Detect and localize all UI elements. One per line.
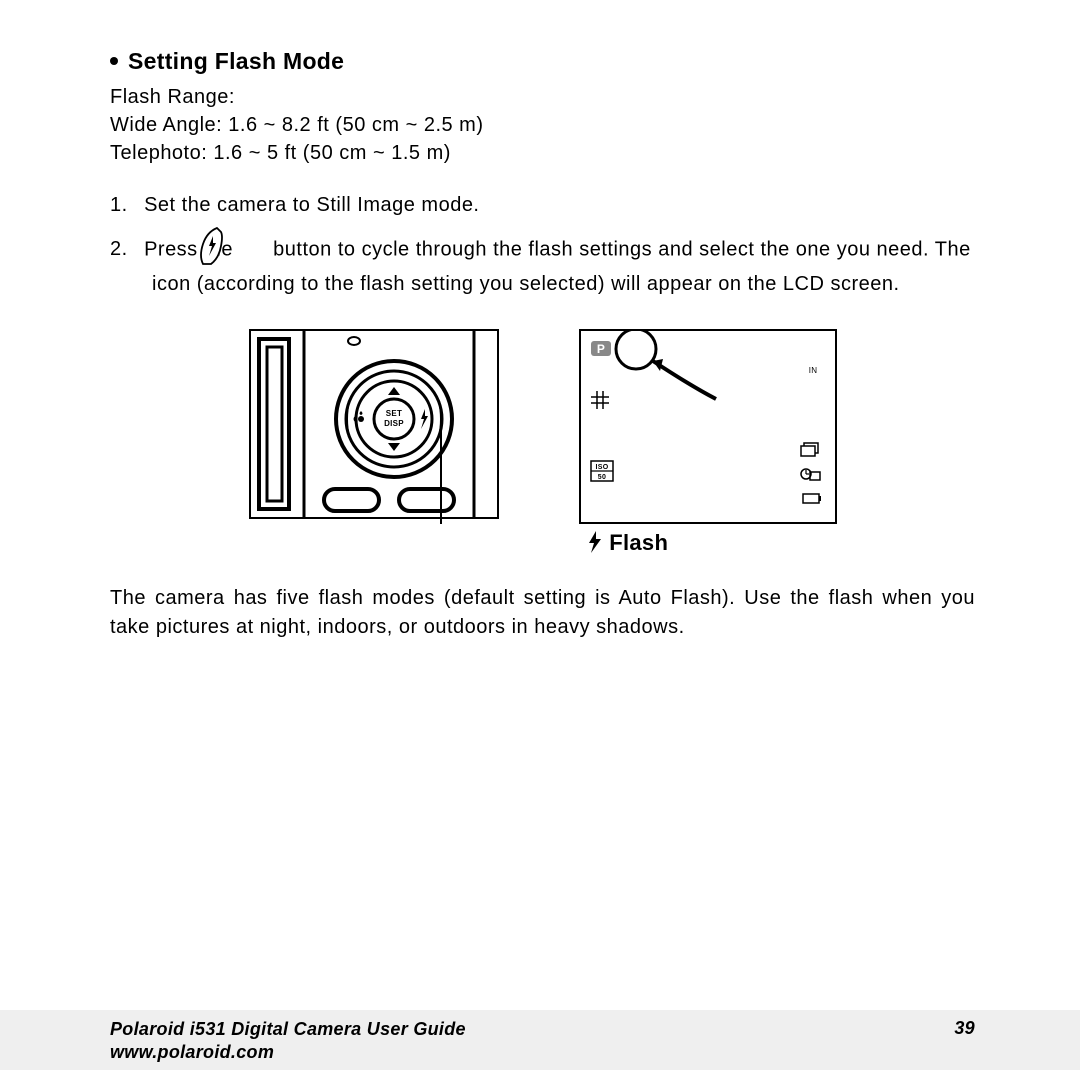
body-paragraph: The camera has five flash modes (default…: [110, 584, 975, 642]
p-badge: P: [596, 342, 604, 356]
camera-illustration: SET DISP: [249, 329, 499, 524]
bullet-icon: [110, 57, 118, 65]
instruction-list: 1. Set the camera to Still Image mode. 2…: [110, 191, 975, 299]
manual-page: Setting Flash Mode Flash Range: Wide Ang…: [0, 0, 1080, 642]
heading-text: Setting Flash Mode: [128, 48, 344, 74]
flash-button-icon: [239, 226, 267, 266]
flash-text: Flash: [609, 530, 668, 555]
range-label: Flash Range:: [110, 83, 975, 111]
step-text-b: button to cycle through the flash settin…: [152, 238, 971, 295]
figure-row: SET DISP: [110, 329, 975, 524]
page-number: 39: [954, 1018, 975, 1039]
flash-range-block: Flash Range: Wide Angle: 1.6 ~ 8.2 ft (5…: [110, 83, 975, 167]
flash-caption: Flash: [280, 530, 975, 556]
iso-top: ISO: [595, 464, 608, 471]
section-heading: Setting Flash Mode: [110, 48, 975, 75]
footer-url: www.polaroid.com: [110, 1041, 466, 1064]
flash-bolt-icon: [587, 531, 603, 553]
page-footer: Polaroid i531 Digital Camera User Guide …: [0, 1010, 1080, 1070]
disp-label: DISP: [384, 419, 404, 428]
step-1: 1. Set the camera to Still Image mode.: [110, 191, 975, 220]
lcd-illustration: P ISO 50 IN: [579, 329, 837, 524]
step-number: 2.: [110, 235, 138, 264]
footer-title: Polaroid i531 Digital Camera User Guide: [110, 1018, 466, 1041]
step-text: Set the camera to Still Image mode.: [144, 194, 479, 216]
in-label: IN: [808, 366, 817, 375]
range-tele: Telephoto: 1.6 ~ 5 ft (50 cm ~ 1.5 m): [110, 139, 975, 167]
footer-left: Polaroid i531 Digital Camera User Guide …: [110, 1018, 466, 1065]
range-wide: Wide Angle: 1.6 ~ 8.2 ft (50 cm ~ 2.5 m): [110, 111, 975, 139]
step-2: 2. Press the button to cycle through the…: [110, 230, 975, 299]
iso-bot: 50: [597, 474, 605, 481]
step-number: 1.: [110, 191, 138, 220]
set-label: SET: [385, 409, 401, 418]
